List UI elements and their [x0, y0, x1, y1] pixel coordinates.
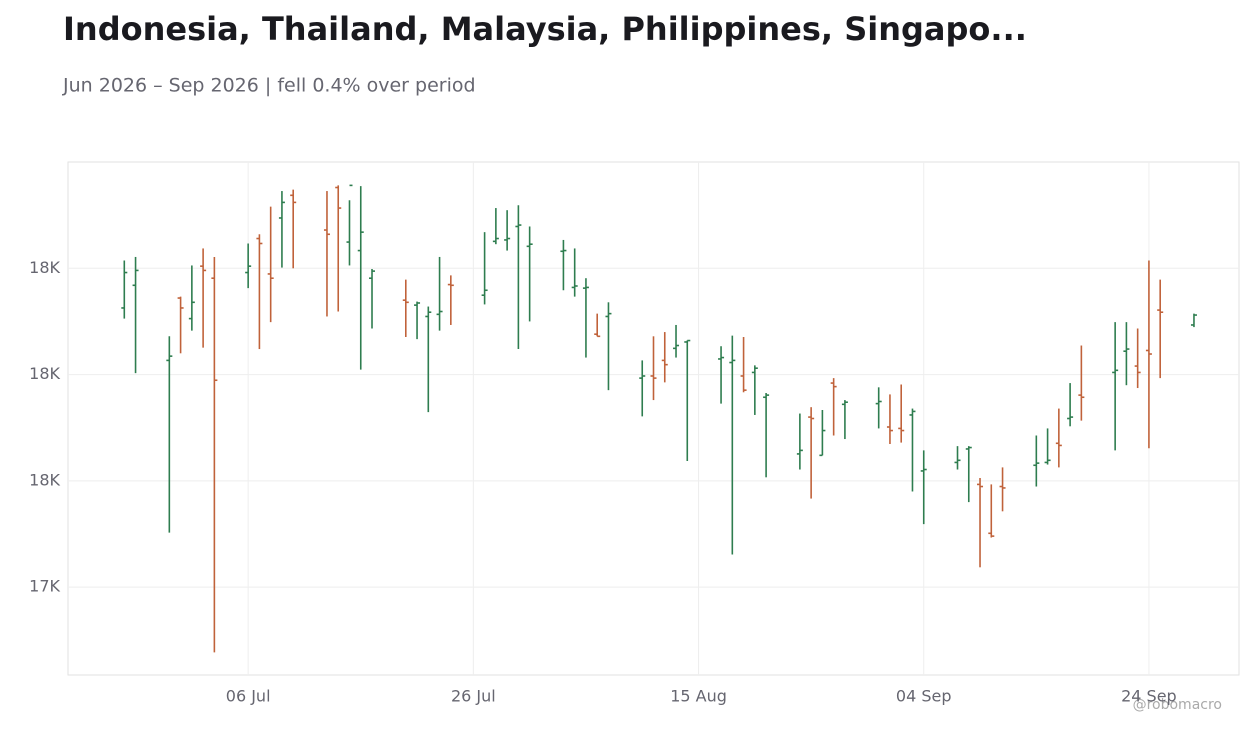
x-tick-label: 04 Sep	[896, 687, 952, 706]
chart-title: Indonesia, Thailand, Malaysia, Philippin…	[63, 10, 1027, 48]
x-tick-label: 15 Aug	[670, 687, 727, 706]
y-tick-label: 17K	[29, 577, 60, 596]
y-tick-label: 18K	[29, 364, 60, 383]
x-tick-label: 06 Jul	[226, 687, 271, 706]
chart-subtitle: Jun 2026 – Sep 2026 | fell 0.4% over per…	[62, 75, 476, 97]
x-tick-label: 24 Sep	[1121, 687, 1177, 706]
y-tick-label: 18K	[29, 470, 60, 489]
watermark: @robomacro	[1133, 697, 1222, 713]
x-tick-label: 26 Jul	[451, 687, 496, 706]
plot-frame	[67, 161, 1240, 676]
y-tick-label: 18K	[29, 258, 60, 277]
